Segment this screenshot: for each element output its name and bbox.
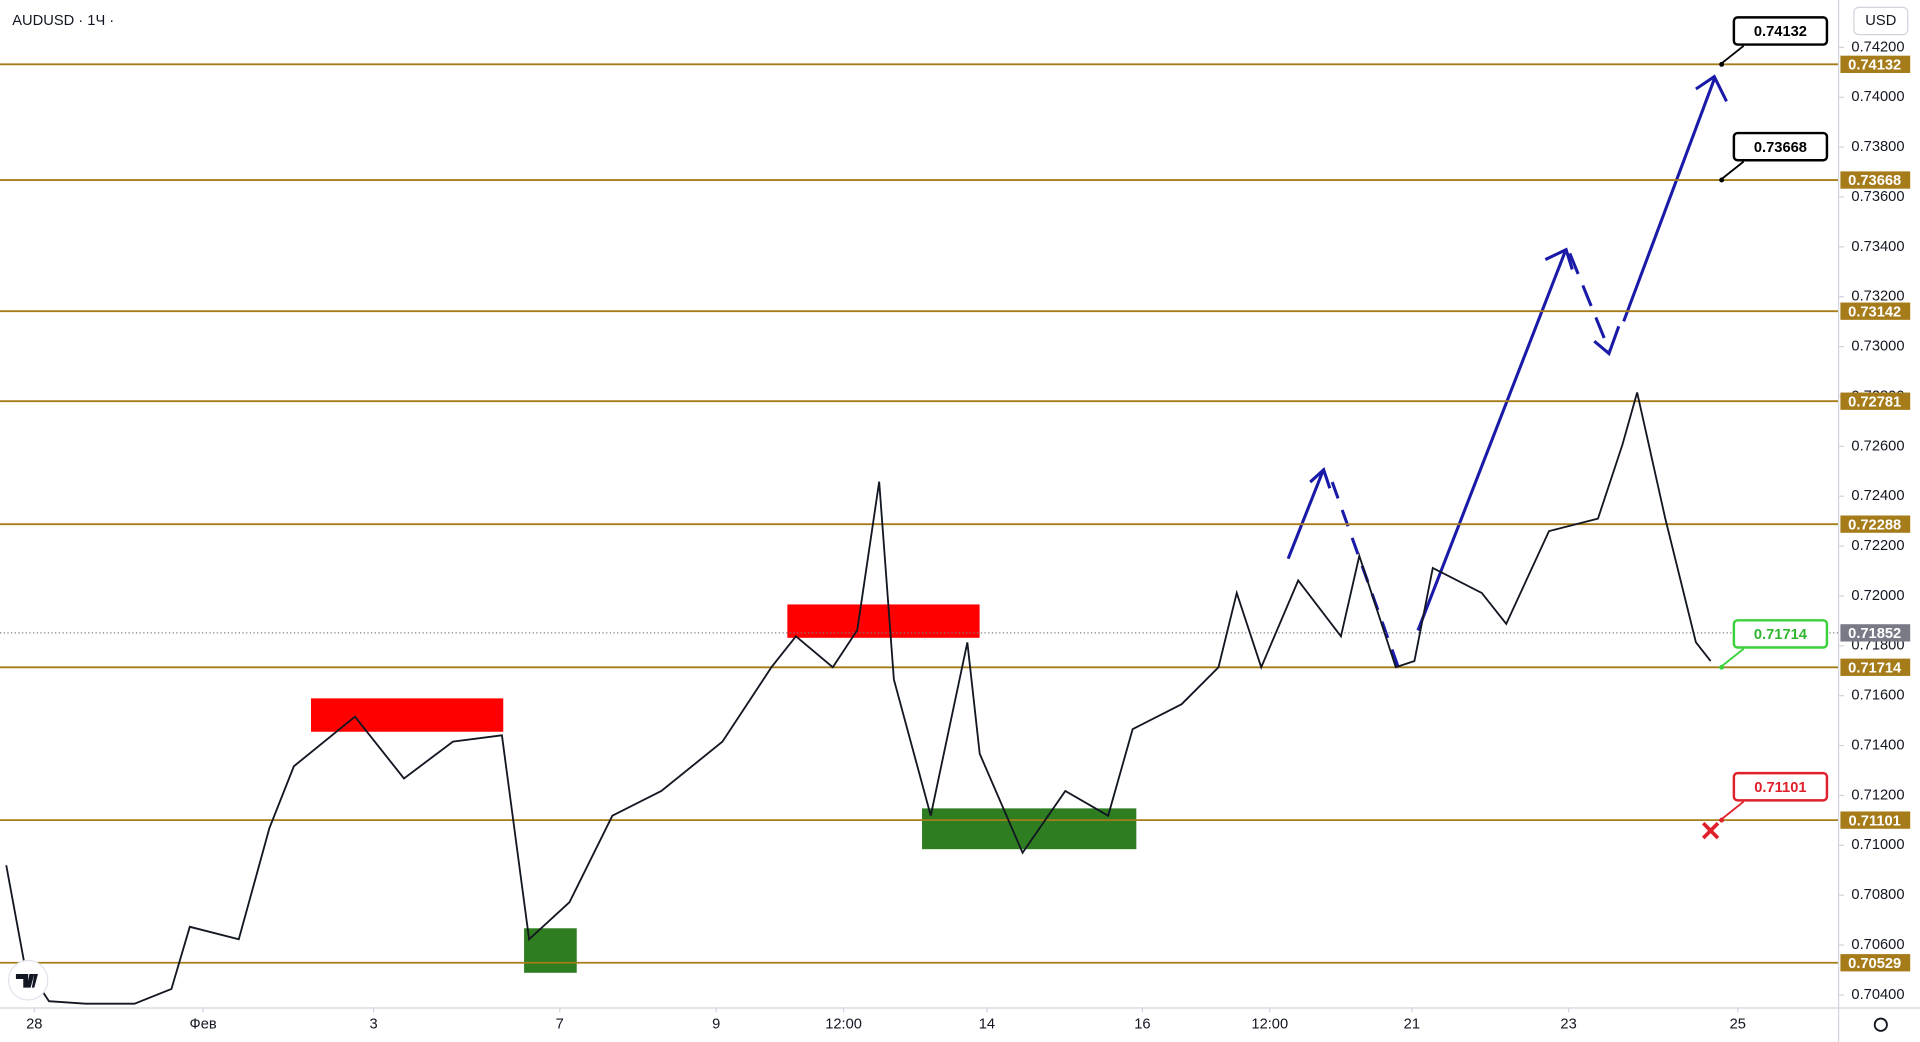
level-tag [1840, 954, 1911, 972]
level-label: 0.73668 [1848, 173, 1901, 189]
y-tick-label: 0.73000 [1851, 338, 1904, 354]
x-tick-label: 23 [1560, 1017, 1576, 1033]
callout-anchor [1719, 177, 1725, 183]
x-tick-label: 28 [26, 1017, 42, 1033]
y-tick-label: 0.71800 [1851, 638, 1904, 654]
level-tag [1840, 811, 1911, 829]
level-label: 0.72288 [1848, 517, 1901, 533]
symbol-title: AUDUSD · 1Ч · [12, 13, 114, 29]
settings-icon[interactable] [1873, 1017, 1888, 1032]
callout-box [1732, 16, 1829, 46]
level-label: 0.72781 [1848, 394, 1901, 410]
currency-button[interactable] [1853, 6, 1909, 36]
y-tick-label: 0.72000 [1851, 588, 1904, 604]
y-tick-label: 0.70800 [1851, 887, 1904, 903]
arrow [1568, 252, 1611, 351]
x-tick-label: 9 [712, 1017, 720, 1033]
callout-label: 0.71714 [1754, 627, 1808, 643]
arrow [1309, 466, 1332, 489]
price-line [5, 392, 1712, 1005]
supply-zone [311, 698, 504, 732]
logo-mark [15, 974, 38, 988]
arrow [1622, 78, 1716, 322]
y-tick-label: 0.73600 [1851, 189, 1904, 205]
y-tick-label: 0.72200 [1851, 538, 1904, 554]
callout-label: 0.71101 [1754, 780, 1806, 796]
x-tick-label: 3 [370, 1017, 378, 1033]
x-tick-label: 12:00 [825, 1017, 862, 1033]
callout-box [1732, 619, 1829, 649]
last-price-label: 0.71852 [1848, 626, 1901, 642]
callout-label: 0.73668 [1754, 140, 1807, 156]
cross [1701, 821, 1720, 840]
y-tick-label: 0.70400 [1851, 987, 1904, 1003]
level-tag [1840, 515, 1911, 533]
demand-zone [524, 928, 577, 973]
y-tick-label: 0.73800 [1851, 139, 1904, 155]
axes: 0.70400 0.70600 0.70800 0.71000 0.71200 0.714… [26, 16, 1911, 1033]
callout-pointer [1719, 800, 1745, 821]
y-tick-label: 0.72400 [1851, 488, 1904, 504]
levels [0, 63, 1838, 964]
level-label: 0.74132 [1848, 57, 1901, 73]
y-tick-label: 0.73400 [1851, 239, 1904, 255]
callout-anchor [1719, 61, 1725, 67]
level-label: 0.70529 [1848, 956, 1901, 972]
forecast-arrows [1286, 74, 1728, 668]
arrow [1593, 325, 1621, 357]
arrow [1416, 251, 1567, 631]
callout-anchor [1719, 817, 1725, 823]
level-tag [1840, 392, 1911, 410]
level-label: 0.73142 [1848, 304, 1901, 320]
x-tick-label: Фев [190, 1017, 217, 1033]
x-tick-label: 14 [979, 1017, 995, 1033]
callout-box [1732, 131, 1829, 162]
y-tick-label: 0.71400 [1851, 737, 1904, 753]
last-price-tag [1840, 624, 1911, 642]
level-tag [1840, 302, 1911, 320]
level-label: 0.71714 [1848, 660, 1902, 676]
x-tick-label: 7 [556, 1017, 564, 1033]
level-label: 0.71101 [1849, 813, 1901, 829]
y-tick-label: 0.70600 [1851, 937, 1904, 953]
x-tick-label: 16 [1134, 1017, 1150, 1033]
level-tag [1840, 55, 1911, 73]
level-tag [1840, 658, 1911, 676]
callout-anchor [1719, 664, 1725, 670]
callout-pointer [1719, 45, 1745, 66]
stop-mark [1701, 821, 1720, 840]
y-tick-label: 0.73200 [1851, 289, 1904, 305]
y-tick-label: 0.71000 [1851, 837, 1904, 853]
y-tick-label: 0.74000 [1851, 89, 1904, 105]
x-tick-label: 12:00 [1251, 1017, 1288, 1033]
currency-label[interactable]: USD [1865, 13, 1896, 29]
callout-box [1732, 771, 1829, 802]
y-tick-label: 0.74200 [1851, 39, 1904, 55]
arrow [1544, 247, 1574, 270]
callout-label: 0.74132 [1754, 24, 1807, 40]
level-tag [1840, 171, 1911, 189]
x-tick-label: 25 [1730, 1017, 1746, 1033]
y-tick-label: 0.71200 [1851, 787, 1904, 803]
arrow [1286, 471, 1324, 560]
x-tick-label: 21 [1404, 1017, 1420, 1033]
arrow [1695, 74, 1728, 103]
y-tick-label: 0.72600 [1851, 438, 1904, 454]
callout-pointer [1719, 648, 1745, 668]
callout-pointer [1719, 160, 1745, 181]
y-tick-label: 0.71600 [1851, 688, 1904, 704]
series [5, 392, 1712, 1005]
